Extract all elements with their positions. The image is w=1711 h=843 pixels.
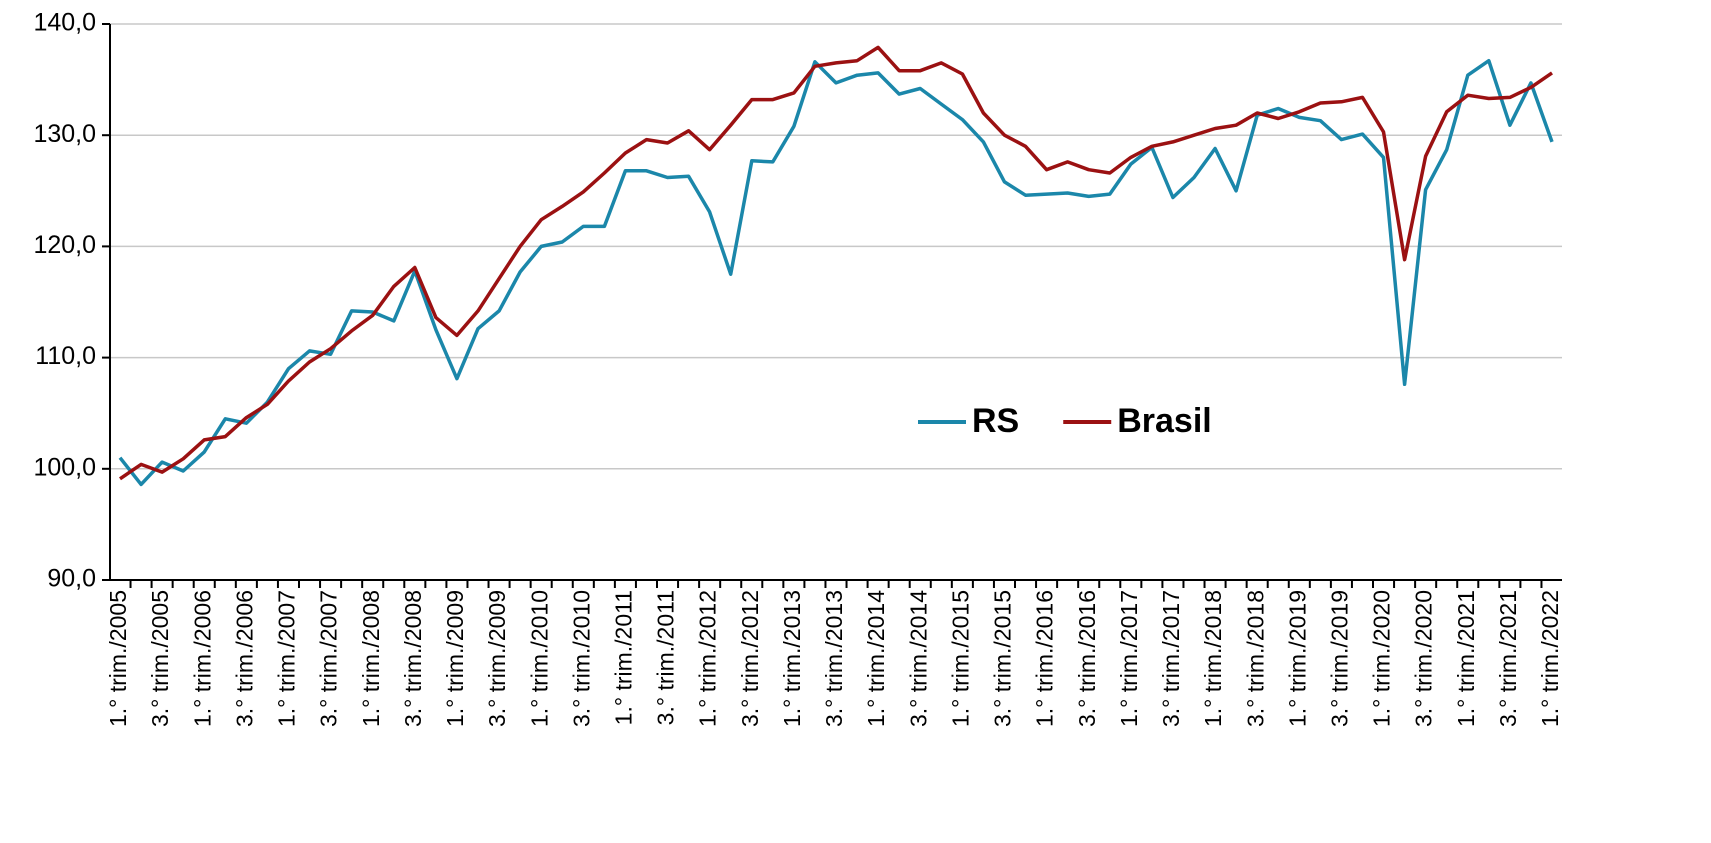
y-tick-label: 120,0: [33, 231, 96, 259]
legend-label: RS: [972, 402, 1019, 440]
y-tick-label: 100,0: [33, 453, 96, 481]
x-tick-label: 1.° trim./2014: [863, 590, 889, 727]
x-tick-label: 1.° trim./2022: [1537, 590, 1563, 727]
x-tick-label: 3.° trim./2021: [1495, 590, 1521, 727]
x-tick-label: 1.° trim./2007: [274, 590, 300, 727]
x-tick-label: 3.° trim./2019: [1326, 590, 1352, 727]
legend-label: Brasil: [1117, 402, 1212, 440]
x-tick-label: 3.° trim./2005: [147, 590, 173, 727]
x-tick-label: 3.° trim./2017: [1158, 590, 1184, 727]
x-tick-label: 1.° trim./2017: [1116, 590, 1142, 727]
y-tick-label: 90,0: [47, 565, 96, 593]
x-tick-label: 1.° trim./2015: [947, 590, 973, 727]
x-tick-label: 3.° trim./2020: [1411, 590, 1437, 727]
x-tick-label: 1.° trim./2016: [1032, 590, 1058, 727]
x-tick-label: 1.° trim./2008: [358, 590, 384, 727]
series-line: [119, 45, 1553, 481]
series-line: [118, 58, 1554, 487]
y-tick-label: 130,0: [33, 120, 96, 148]
x-tick-label: 1.° trim./2021: [1453, 590, 1479, 727]
x-tick-label: 3.° trim./2016: [1074, 590, 1100, 727]
x-tick-label: 1.° trim./2009: [442, 590, 468, 727]
x-tick-label: 3.° trim./2013: [821, 590, 847, 727]
x-tick-label: 3.° trim./2007: [316, 590, 342, 727]
x-tick-label: 1.° trim./2013: [779, 590, 805, 727]
x-tick-label: 3.° trim./2009: [484, 590, 510, 727]
y-tick-label: 140,0: [33, 9, 96, 37]
x-tick-label: 3.° trim./2010: [568, 590, 594, 727]
x-tick-label: 1.° trim./2005: [105, 590, 131, 727]
x-tick-label: 3.° trim./2014: [905, 590, 931, 727]
x-tick-label: 1.° trim./2018: [1200, 590, 1226, 727]
x-tick-label: 3.° trim./2008: [400, 590, 426, 727]
x-tick-label: 3.° trim./2011: [653, 590, 679, 725]
y-tick-label: 110,0: [35, 342, 96, 370]
x-tick-label: 1.° trim./2019: [1284, 590, 1310, 727]
x-tick-label: 3.° trim./2012: [737, 590, 763, 727]
x-tick-label: 1.° trim./2020: [1369, 590, 1395, 727]
x-tick-label: 1.° trim./2010: [526, 590, 552, 727]
x-tick-label: 3.° trim./2006: [231, 590, 257, 727]
x-tick-label: 3.° trim./2018: [1242, 590, 1268, 727]
x-tick-label: 1.° trim./2006: [189, 590, 215, 727]
x-tick-label: 1.° trim./2012: [695, 590, 721, 727]
x-tick-label: 1.° trim./2011: [610, 590, 636, 725]
x-tick-label: 3.° trim./2015: [990, 590, 1016, 727]
